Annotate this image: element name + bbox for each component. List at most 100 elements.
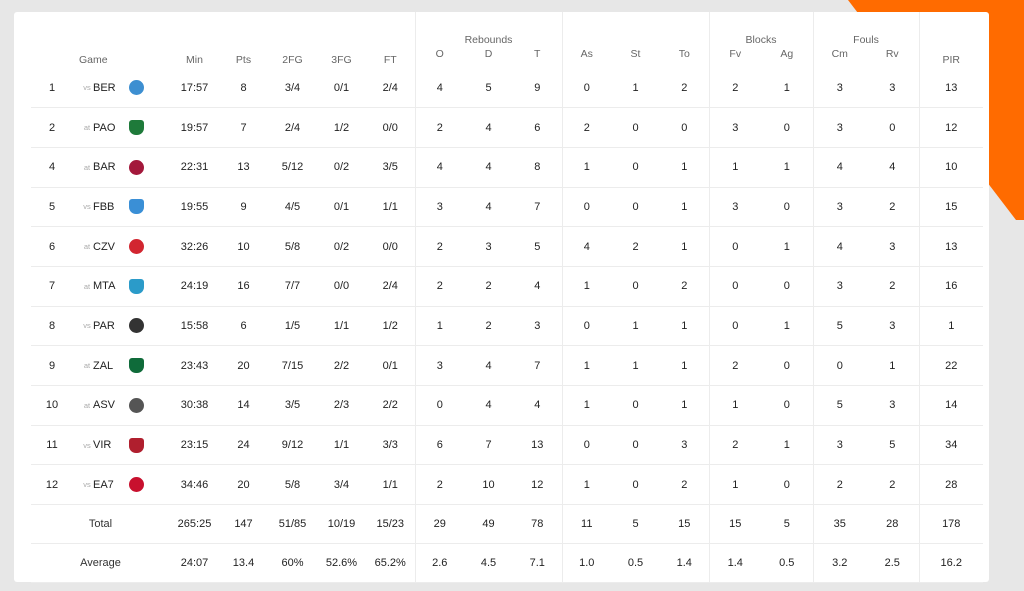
stat-cell: 3 xyxy=(812,266,866,307)
table-row[interactable]: 4 at BAR 22:31 13 5/12 0/2 3/5 4 4 8 1 0 1 1 1 4 4 10 xyxy=(31,147,983,188)
table-row[interactable]: 10 at ASV 30:38 14 3/5 2/3 2/2 0 4 4 1 0 1 1 0 5 3 14 xyxy=(31,385,983,426)
average-label: Average xyxy=(31,543,170,584)
stat-cell: 3 xyxy=(513,306,562,347)
opponent-code[interactable]: MTA xyxy=(93,280,116,293)
stat-cell: 16 xyxy=(219,266,268,307)
stat-cell: 0/1 xyxy=(366,345,415,386)
game-cell[interactable]: at CZV xyxy=(73,226,170,267)
stat-cell: 16.2 xyxy=(918,543,983,584)
stat-cell: 23:43 xyxy=(170,345,219,386)
header-min[interactable]: Min xyxy=(186,54,203,66)
game-cell[interactable]: vs VIR xyxy=(73,425,170,466)
stat-cell: 23:15 xyxy=(170,425,219,466)
stat-cell: 1.4 xyxy=(708,543,761,584)
header-st[interactable]: St xyxy=(630,48,641,60)
stat-cell: 13 xyxy=(513,425,562,466)
header-t[interactable]: T xyxy=(534,48,541,60)
opponent-code[interactable]: VIR xyxy=(93,439,112,452)
game-cell[interactable]: vs EA7 xyxy=(73,464,170,506)
stat-cell: 3 xyxy=(812,187,866,228)
stat-cell: 2 xyxy=(611,226,660,267)
stat-cell: 5 xyxy=(866,425,919,466)
game-cell[interactable]: at ZAL xyxy=(73,345,170,386)
stat-cell: 4 xyxy=(464,187,513,228)
stat-cell: 19:55 xyxy=(170,187,219,228)
opponent-code[interactable]: BAR xyxy=(93,161,116,174)
stat-cell: 19:57 xyxy=(170,107,219,148)
stat-cell: 34 xyxy=(918,425,983,466)
table-row[interactable]: 5 vs FBB 19:55 9 4/5 0/1 1/1 3 4 7 0 0 1 3 0 3 2 15 xyxy=(31,187,983,228)
stat-cell: 1 xyxy=(660,226,709,267)
stat-cell: 10 xyxy=(219,226,268,267)
stat-cell: 16 xyxy=(918,266,983,307)
opponent-code[interactable]: PAR xyxy=(93,319,115,332)
opponent-code[interactable]: BER xyxy=(93,81,116,94)
header-3fg[interactable]: 3FG xyxy=(331,54,352,66)
stat-cell: 2 xyxy=(464,306,513,347)
game-cell[interactable]: at MTA xyxy=(73,266,170,307)
game-number: 5 xyxy=(31,187,73,228)
stat-cell: 8 xyxy=(219,68,268,109)
game-cell[interactable]: vs FBB xyxy=(73,187,170,228)
stat-cell: 22 xyxy=(918,345,983,386)
header-game[interactable]: Game xyxy=(79,54,108,66)
stat-cell: 0 xyxy=(611,425,660,466)
opponent-code[interactable]: CZV xyxy=(93,240,115,253)
stat-cell: 1 xyxy=(761,306,813,347)
stat-cell: 1 xyxy=(611,345,660,386)
stat-cell: 1.0 xyxy=(561,543,611,584)
location-label: at xyxy=(83,162,91,172)
header-o[interactable]: O xyxy=(414,48,464,68)
table-row[interactable]: 1 vs BER 17:57 8 3/4 0/1 2/4 4 5 9 0 1 2 2 1 3 3 13 xyxy=(31,68,983,109)
table-row[interactable]: 9 at ZAL 23:43 20 7/15 2/2 0/1 3 4 7 1 1 1 2 0 0 1 22 xyxy=(31,345,983,386)
game-cell[interactable]: at ASV xyxy=(73,385,170,426)
stat-cell: 13 xyxy=(918,68,983,109)
header-pts[interactable]: Pts xyxy=(235,54,252,66)
opponent-code[interactable]: PAO xyxy=(93,121,116,134)
game-cell[interactable]: at PAO xyxy=(73,107,170,148)
header-d[interactable]: D xyxy=(484,48,493,60)
stat-cell: 3 xyxy=(866,226,919,267)
opponent-code[interactable]: ZAL xyxy=(93,359,114,372)
table-row[interactable]: 2 at PAO 19:57 7 2/4 1/2 0/0 2 4 6 2 0 0 3 0 3 0 12 xyxy=(31,107,983,148)
stat-cell: 5 xyxy=(611,504,660,545)
stat-cell: 2 xyxy=(866,266,919,307)
stat-cell: 5/8 xyxy=(268,226,317,267)
stat-cell: 2 xyxy=(414,266,464,307)
header-ag[interactable]: Ag xyxy=(780,48,794,60)
stat-cell: 3/4 xyxy=(317,464,366,506)
stat-cell: 1 xyxy=(660,147,709,188)
stat-cell: 17:57 xyxy=(170,68,219,109)
header-pir[interactable]: PIR xyxy=(918,12,983,68)
location-label: vs xyxy=(83,480,91,490)
stat-cell: 4 xyxy=(561,226,611,267)
opponent-code[interactable]: EA7 xyxy=(93,478,114,491)
stat-cell: 28 xyxy=(866,504,919,545)
stat-cell: 0.5 xyxy=(611,543,660,584)
game-cell[interactable]: at BAR xyxy=(73,147,170,188)
game-cell[interactable]: vs PAR xyxy=(73,306,170,347)
header-fv[interactable]: Fv xyxy=(708,48,761,68)
header-ft[interactable]: FT xyxy=(383,54,397,66)
stat-cell: 4 xyxy=(464,147,513,188)
table-row[interactable]: 12 vs EA7 34:46 20 5/8 3/4 1/1 2 10 12 1 0 2 1 0 2 2 28 xyxy=(31,464,983,506)
header-as[interactable]: As xyxy=(561,48,611,68)
stat-cell: 2 xyxy=(708,68,761,109)
opponent-code[interactable]: ASV xyxy=(93,399,116,412)
stat-cell: 178 xyxy=(918,504,983,545)
header-2fg[interactable]: 2FG xyxy=(282,54,303,66)
header-cm[interactable]: Cm xyxy=(812,48,866,68)
stat-cell: 0 xyxy=(561,68,611,109)
stat-cell: 4 xyxy=(464,107,513,148)
table-row[interactable]: 6 at CZV 32:26 10 5/8 0/2 0/0 2 3 5 4 2 1 0 1 4 3 13 xyxy=(31,226,983,267)
game-cell[interactable]: vs BER xyxy=(73,68,170,109)
header-to[interactable]: To xyxy=(678,48,690,60)
stat-cell: 7 xyxy=(219,107,268,148)
header-rv[interactable]: Rv xyxy=(885,48,899,60)
opponent-code[interactable]: FBB xyxy=(93,200,115,213)
table-row[interactable]: 8 vs PAR 15:58 6 1/5 1/1 1/2 1 2 3 0 1 1 0 1 5 3 1 xyxy=(31,306,983,347)
table-row[interactable]: 11 vs VIR 23:15 24 9/12 1/1 3/3 6 7 13 0 0 3 2 1 3 5 34 xyxy=(31,425,983,466)
mta-logo-icon xyxy=(129,278,144,294)
stat-cell: 0 xyxy=(708,226,761,267)
table-row[interactable]: 7 at MTA 24:19 16 7/7 0/0 2/4 2 2 4 1 0 2 0 0 3 2 16 xyxy=(31,266,983,307)
